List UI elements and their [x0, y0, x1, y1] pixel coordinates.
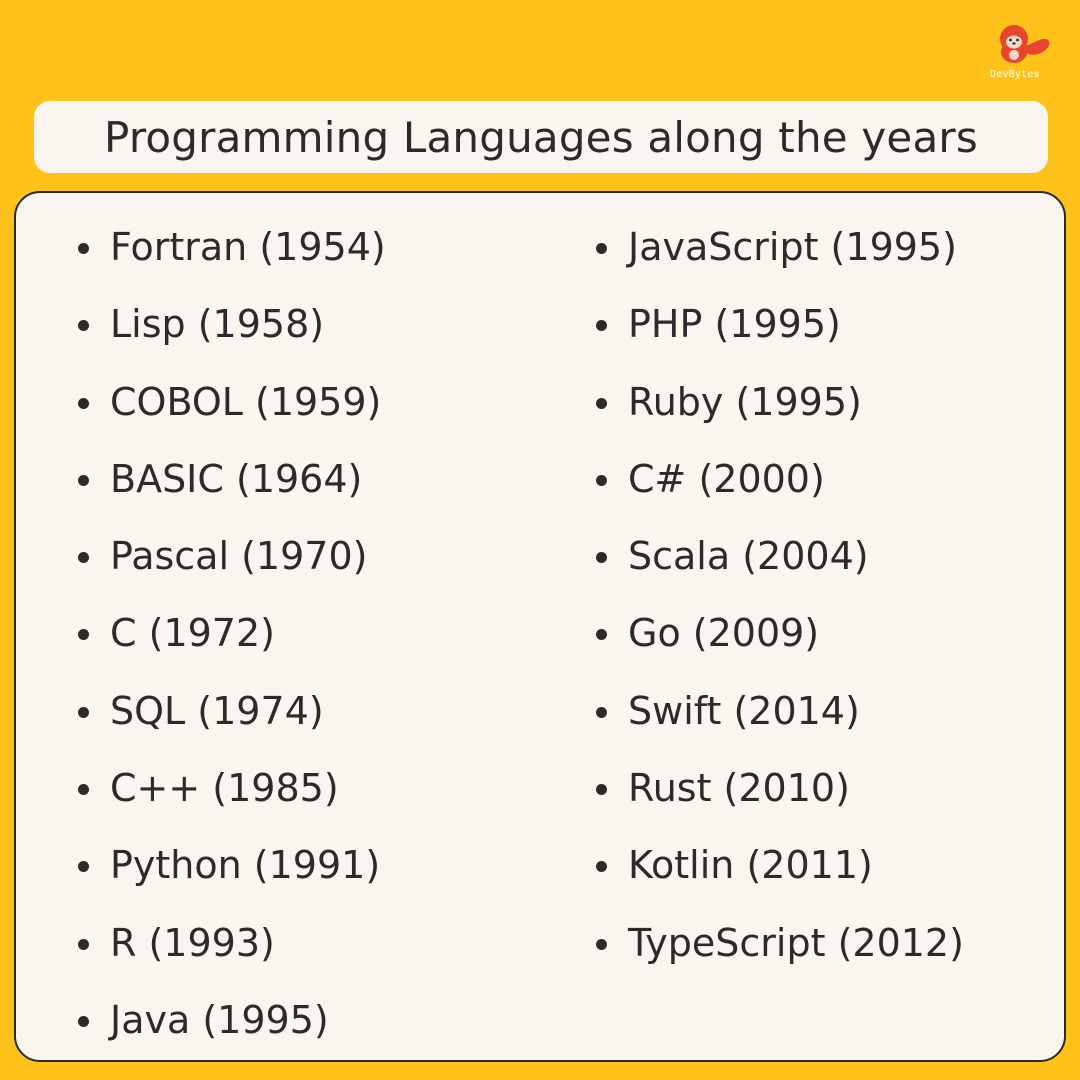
language-list-item: Java (1995) [78, 987, 386, 1064]
title-banner: Programming Languages along the years [34, 101, 1048, 173]
bullet-dot-icon [596, 629, 607, 641]
bullet-dot-icon [78, 706, 89, 718]
language-label: PHP (1995) [628, 302, 841, 347]
language-label: BASIC (1964) [110, 456, 363, 501]
language-label: C (1972) [110, 611, 275, 656]
bullet-dot-icon [596, 861, 607, 873]
bullet-dot-icon [78, 243, 89, 254]
language-list-item: PHP (1995) [596, 291, 964, 368]
brand-name: DevBytes [990, 69, 1040, 80]
language-label: Scala (2004) [628, 534, 869, 579]
language-list-item: R (1993) [78, 910, 386, 987]
language-label: R (1993) [110, 920, 275, 965]
language-label: C++ (1985) [110, 766, 339, 811]
bullet-dot-icon [596, 243, 607, 254]
language-label: Fortran (1954) [110, 225, 386, 269]
language-list-item: TypeScript (2012) [596, 910, 964, 987]
seal-mascot-icon [1000, 25, 1050, 63]
language-label: Pascal (1970) [110, 534, 368, 579]
language-label: Go (2009) [628, 611, 820, 656]
language-list-item: C# (2000) [596, 446, 964, 523]
page-title: Programming Languages along the years [104, 112, 978, 162]
language-list-right: JavaScript (1995) PHP (1995) Ruby (1995) C#… [596, 214, 964, 987]
language-list-item: Kotlin (2011) [596, 832, 964, 909]
language-label: JavaScript (1995) [628, 225, 957, 269]
bullet-dot-icon [596, 320, 607, 332]
bullet-dot-icon [78, 1015, 89, 1027]
language-list-item: Pascal (1970) [78, 523, 386, 600]
language-label: Lisp (1958) [110, 302, 325, 347]
bullet-dot-icon [78, 397, 89, 409]
language-label: Swift (2014) [628, 688, 860, 733]
language-list-item: COBOL (1959) [78, 369, 386, 446]
bullet-dot-icon [78, 474, 89, 486]
language-label: Java (1995) [110, 997, 329, 1042]
language-label: Python (1991) [110, 843, 381, 888]
language-list-item: Python (1991) [78, 832, 386, 909]
bullet-dot-icon [78, 629, 89, 641]
language-label: Rust (2010) [628, 766, 850, 811]
language-list-left: Fortran (1954) Lisp (1958) COBOL (1959) BAS… [78, 214, 386, 1064]
bullet-dot-icon [596, 938, 607, 950]
language-label: TypeScript (2012) [628, 920, 964, 965]
language-list-item: Rust (2010) [596, 755, 964, 832]
bullet-dot-icon [78, 320, 89, 332]
language-label: Kotlin (2011) [628, 843, 873, 888]
language-list-item: C++ (1985) [78, 755, 386, 832]
language-list-item: BASIC (1964) [78, 446, 386, 523]
language-list-item: C (1972) [78, 600, 386, 677]
language-label: Ruby (1995) [628, 379, 862, 424]
language-list-item: Lisp (1958) [78, 291, 386, 368]
bullet-dot-icon [596, 706, 607, 718]
bullet-dot-icon [596, 784, 607, 796]
language-list-item: Fortran (1954) [78, 214, 386, 291]
language-label: COBOL (1959) [110, 379, 382, 424]
bullet-dot-icon [596, 474, 607, 486]
bullet-dot-icon [596, 397, 607, 409]
bullet-dot-icon [78, 784, 89, 796]
bullet-dot-icon [78, 938, 89, 950]
brand-logo: DevBytes [990, 22, 1060, 86]
language-label: C# (2000) [628, 456, 825, 501]
language-list-item: Go (2009) [596, 600, 964, 677]
bullet-dot-icon [78, 861, 89, 873]
language-list-item: Scala (2004) [596, 523, 964, 600]
bullet-dot-icon [78, 552, 89, 564]
language-list-item: JavaScript (1995) [596, 214, 964, 291]
language-list-item: Ruby (1995) [596, 369, 964, 446]
languages-panel: Fortran (1954) Lisp (1958) COBOL (1959) BAS… [14, 191, 1066, 1062]
language-list-item: SQL (1974) [78, 678, 386, 755]
language-list-item: Swift (2014) [596, 678, 964, 755]
bullet-dot-icon [596, 552, 607, 564]
language-label: SQL (1974) [110, 688, 324, 733]
